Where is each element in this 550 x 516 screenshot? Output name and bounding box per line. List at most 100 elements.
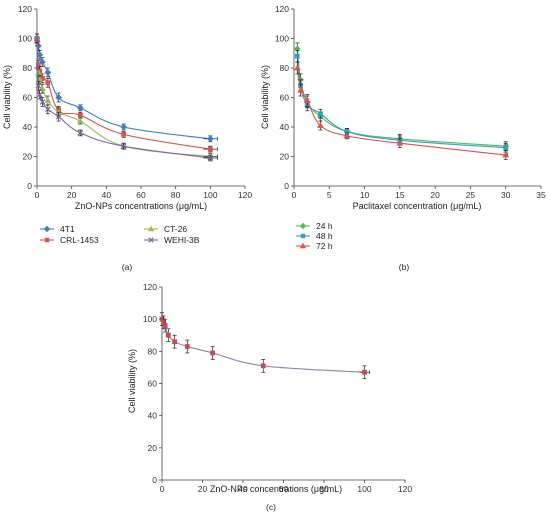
y-tick-label: 100 — [18, 34, 32, 44]
x-tick-label: 20 — [198, 484, 208, 494]
x-tick-label: 30 — [501, 190, 511, 200]
data-point — [210, 350, 216, 356]
data-point — [503, 145, 509, 151]
x-tick-label: 0 — [160, 484, 165, 494]
series-72-h — [293, 61, 510, 160]
x-tick-label: 100 — [357, 484, 371, 494]
legend-item: WEHI-3B — [144, 235, 200, 245]
chart-panel-b: 0 5 10 15 20 25 30 35 0 20 40 60 80 100 120 Paclitaxel… — [260, 4, 546, 272]
data-point — [165, 332, 171, 338]
data-point — [44, 106, 51, 113]
series-24-h — [293, 42, 510, 151]
y-tick-label: 20 — [23, 152, 33, 162]
legend-label: CT-26 — [164, 224, 187, 234]
legend-label: CRL-1453 — [60, 235, 99, 245]
y-axis-label: Cell viability (%) — [127, 349, 137, 413]
data-point — [36, 91, 43, 98]
y-tick-label: 100 — [275, 34, 289, 44]
y-tick-label: 120 — [143, 282, 157, 292]
series-line — [36, 38, 211, 159]
y-tick-label: 40 — [148, 411, 158, 421]
x-tick-label: 60 — [279, 484, 289, 494]
y-tick-label: 0 — [284, 181, 289, 191]
data-point — [121, 131, 127, 137]
data-point — [207, 146, 213, 152]
y-tick-label: 40 — [280, 122, 290, 132]
data-point — [55, 113, 62, 120]
legend-label: 48 h — [316, 231, 333, 241]
data-point — [317, 122, 324, 128]
x-tick-label: 5 — [327, 190, 332, 200]
y-tick-label: 20 — [280, 152, 290, 162]
data-point — [343, 132, 351, 139]
data-point — [172, 339, 178, 345]
panel-label: (b) — [399, 262, 410, 272]
x-axis-label: ZnO-NPs concentrations (μg/mL) — [75, 201, 207, 211]
x-tick-label: 100 — [203, 190, 217, 200]
panel-label: (c) — [266, 502, 276, 512]
series-line — [296, 56, 506, 149]
series-CRL-1453 — [34, 36, 218, 153]
series-line — [296, 48, 506, 147]
x-tick-label: 15 — [395, 190, 405, 200]
data-point — [76, 117, 84, 124]
y-tick-label: 20 — [148, 443, 158, 453]
data-point — [34, 35, 40, 42]
y-tick-label: 60 — [280, 93, 290, 103]
y-axis-label: Cell viability (%) — [260, 65, 270, 129]
data-point — [44, 69, 52, 76]
series-main — [159, 312, 370, 380]
x-axis-label: ZnO-NPs concentrations (μg/mL) — [210, 484, 342, 494]
data-point — [162, 323, 168, 328]
data-point — [147, 225, 155, 232]
data-point — [260, 363, 266, 369]
data-point — [300, 233, 306, 239]
data-point — [299, 242, 307, 249]
legend: 24 h48 h72 h — [296, 221, 333, 251]
y-tick-label: 120 — [18, 4, 32, 14]
x-tick-label: 10 — [360, 190, 370, 200]
data-point — [45, 80, 51, 86]
x-tick-label: 20 — [67, 190, 77, 200]
y-tick-label: 0 — [27, 181, 32, 191]
legend-item: CRL-1453 — [40, 235, 99, 245]
data-point — [206, 135, 214, 143]
legend-item: 24 h — [296, 221, 333, 231]
data-point — [344, 129, 350, 134]
panel-label: (a) — [122, 262, 133, 272]
data-point — [120, 123, 128, 131]
y-tick-label: 0 — [152, 475, 157, 485]
data-point — [44, 97, 52, 103]
data-point — [39, 85, 46, 92]
data-point — [43, 225, 51, 233]
x-tick-label: 80 — [319, 484, 329, 494]
y-tick-label: 120 — [275, 4, 289, 14]
legend-label: 24 h — [316, 221, 333, 231]
legend-label: 4T1 — [60, 224, 75, 234]
legend-item: 4T1 — [40, 224, 75, 234]
data-point — [318, 111, 323, 117]
data-point — [396, 139, 404, 146]
data-point — [184, 344, 190, 349]
data-point — [44, 237, 50, 243]
series-4T1 — [33, 33, 218, 143]
series-48-h — [294, 49, 509, 153]
data-point — [76, 104, 84, 112]
chart-panel-c: 0 20 40 60 80 100 120 0 20 40 60 80 100 120 ZnO-NPs c… — [127, 282, 412, 512]
y-tick-label: 100 — [143, 314, 157, 324]
data-point — [55, 94, 63, 101]
data-point — [299, 222, 307, 230]
legend-item: 72 h — [296, 241, 333, 251]
data-point — [362, 369, 367, 375]
x-tick-label: 40 — [102, 190, 112, 200]
data-point — [39, 99, 46, 105]
x-axis-label: Paclitaxel concentration (μg/mL) — [353, 201, 482, 211]
legend-item: CT-26 — [144, 224, 187, 234]
legend-item: 48 h — [296, 231, 333, 241]
data-point — [148, 237, 154, 243]
data-point — [35, 82, 42, 89]
legend-label: 72 h — [316, 241, 333, 251]
series-line — [36, 38, 211, 158]
x-tick-label: 20 — [430, 190, 440, 200]
